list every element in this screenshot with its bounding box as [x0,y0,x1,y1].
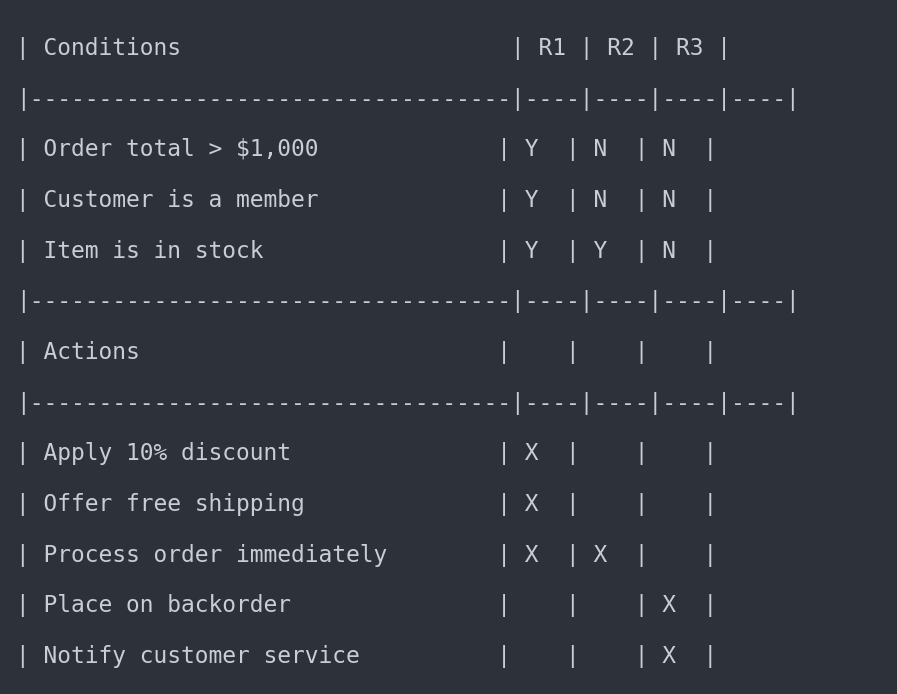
Text: | Apply 10% discount               | X  |    |    |: | Apply 10% discount | X | | | [16,442,718,466]
Text: | Order total > $1,000             | Y  | N  | N  |: | Order total > $1,000 | Y | N | N | [16,138,718,162]
Text: | Conditions                        | R1 | R2 | R3 |: | Conditions | R1 | R2 | R3 | [16,37,731,60]
Text: | Actions                          |    |    |    |: | Actions | | | | [16,341,718,364]
Text: | Notify customer service          |    |    | X  |: | Notify customer service | | | X | [16,645,718,668]
Text: | Offer free shipping              | X  |    |    |: | Offer free shipping | X | | | [16,493,718,516]
Text: |-----------------------------------|----|----|----|----|: |-----------------------------------|---… [16,87,800,111]
Text: | Process order immediately        | X  | X  |    |: | Process order immediately | X | X | | [16,543,718,567]
Text: | Place on backorder               |    |    | X  |: | Place on backorder | | | X | [16,594,718,618]
Text: | Item is in stock                 | Y  | Y  | N  |: | Item is in stock | Y | Y | N | [16,239,718,263]
Text: |-----------------------------------|----|----|----|----|: |-----------------------------------|---… [16,391,800,415]
Text: |-----------------------------------|----|----|----|----|: |-----------------------------------|---… [16,290,800,314]
Text: | Customer is a member             | Y  | N  | N  |: | Customer is a member | Y | N | N | [16,189,718,212]
